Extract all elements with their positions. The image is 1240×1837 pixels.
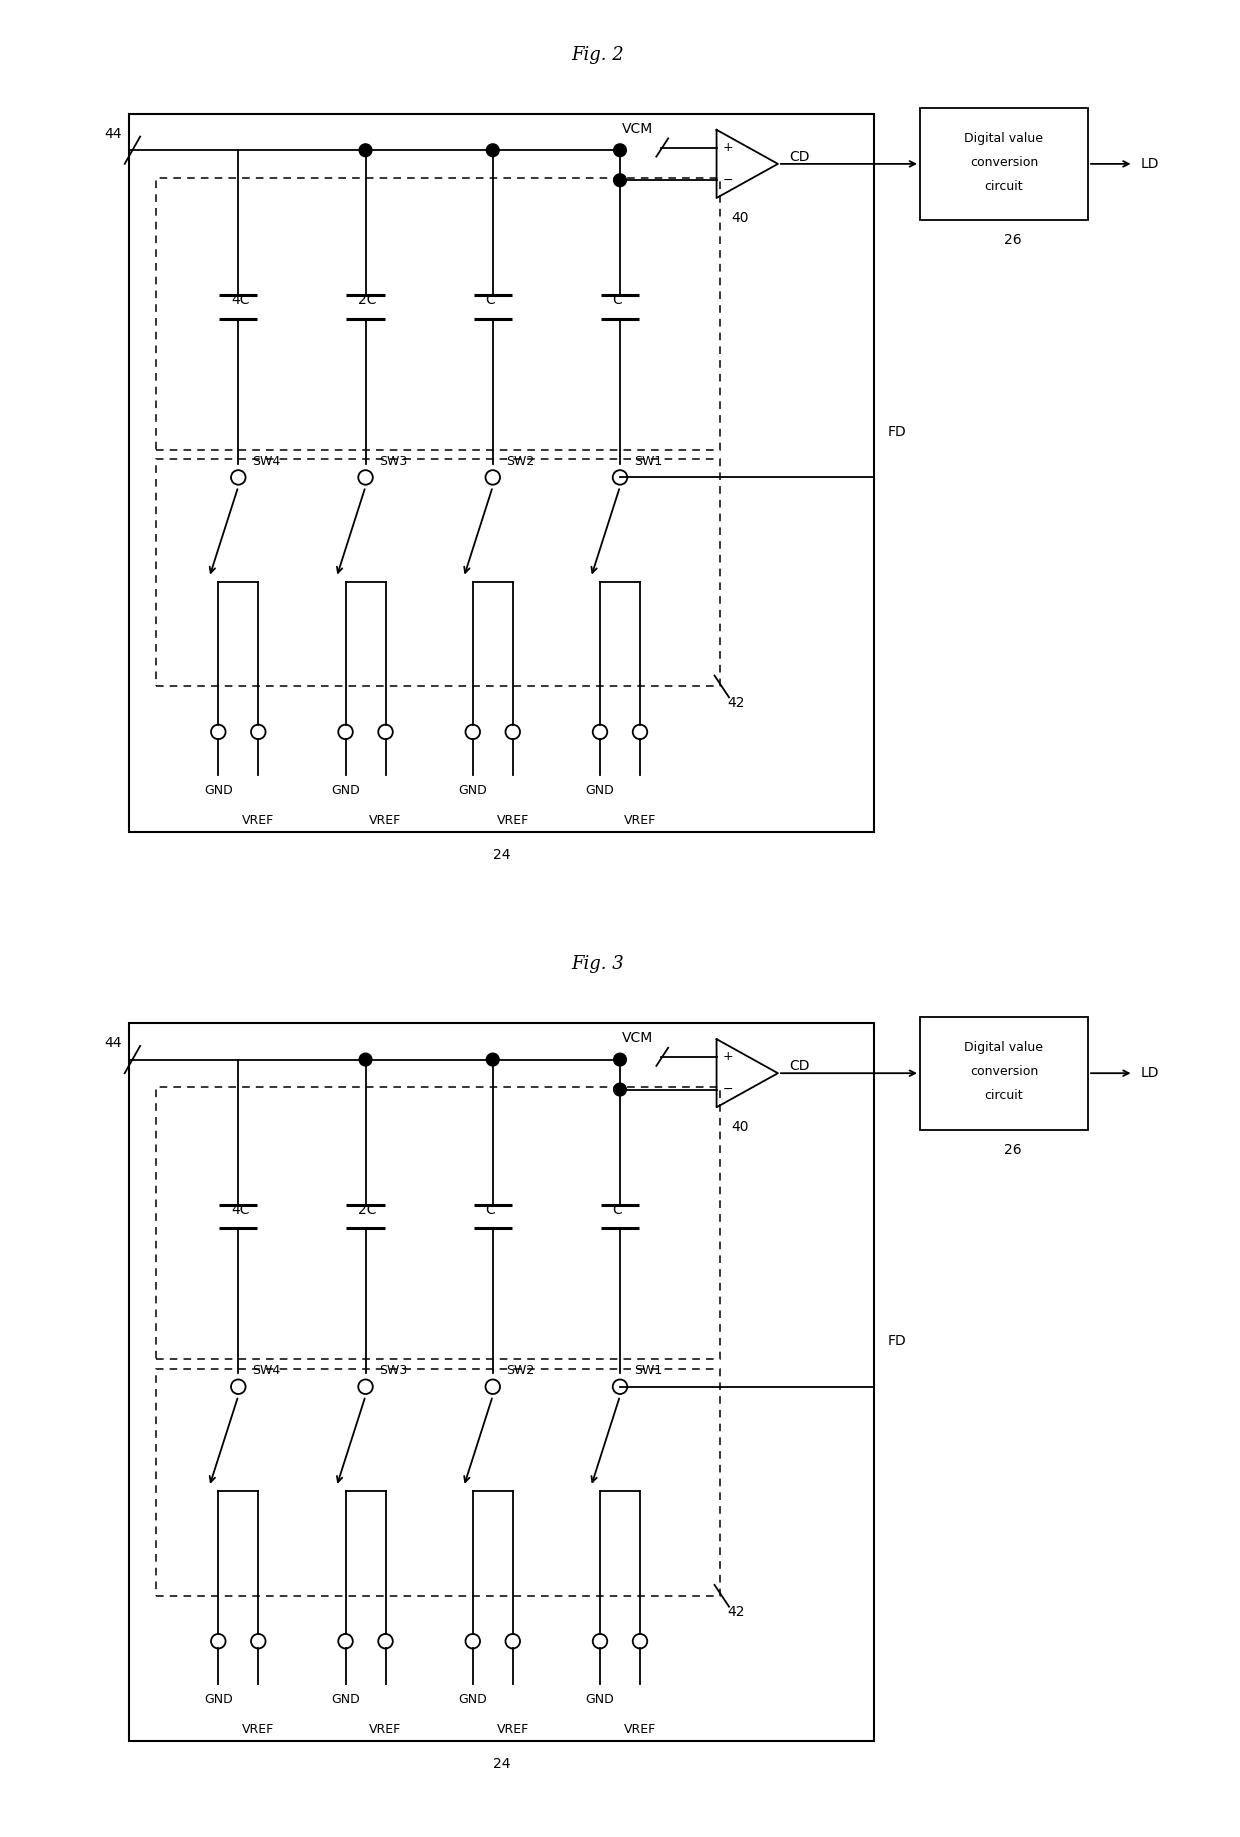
Text: SW2: SW2 — [506, 454, 534, 468]
Text: C: C — [486, 1203, 495, 1216]
Bar — [156, 178, 720, 450]
Text: +: + — [722, 1051, 733, 1064]
Text: Digital value: Digital value — [965, 132, 1044, 145]
Text: CD: CD — [789, 1058, 810, 1073]
Text: 2C: 2C — [358, 294, 377, 307]
Text: GND: GND — [331, 1694, 360, 1707]
Text: VREF: VREF — [370, 1723, 402, 1736]
Bar — [920, 108, 1087, 220]
Text: C: C — [486, 294, 495, 307]
Text: 42: 42 — [727, 696, 745, 709]
Text: 44: 44 — [104, 127, 122, 141]
Circle shape — [360, 1053, 372, 1065]
Text: Fig. 3: Fig. 3 — [570, 955, 624, 974]
Bar — [920, 1018, 1087, 1130]
Text: LD: LD — [1141, 156, 1159, 171]
Text: VCM: VCM — [622, 1031, 653, 1045]
Text: VCM: VCM — [622, 121, 653, 136]
Text: VREF: VREF — [242, 814, 274, 827]
Text: GND: GND — [459, 1694, 487, 1707]
Text: FD: FD — [888, 424, 906, 439]
Circle shape — [486, 1053, 500, 1065]
Text: SW2: SW2 — [506, 1363, 534, 1378]
Text: CD: CD — [789, 149, 810, 163]
Text: GND: GND — [459, 784, 487, 797]
Text: 44: 44 — [104, 1036, 122, 1051]
Text: VREF: VREF — [624, 814, 656, 827]
Text: VREF: VREF — [497, 814, 529, 827]
Bar — [129, 1023, 874, 1741]
Text: SW1: SW1 — [634, 454, 662, 468]
Text: 40: 40 — [732, 1121, 749, 1133]
Text: circuit: circuit — [985, 180, 1023, 193]
Bar — [156, 1088, 720, 1359]
Text: SW3: SW3 — [379, 1363, 408, 1378]
Circle shape — [614, 175, 626, 187]
Text: 24: 24 — [494, 847, 511, 862]
Text: −: − — [722, 1084, 733, 1097]
Text: circuit: circuit — [985, 1089, 1023, 1102]
Bar — [156, 459, 720, 687]
Circle shape — [614, 1084, 626, 1097]
Text: SW3: SW3 — [379, 454, 408, 468]
Text: GND: GND — [585, 784, 614, 797]
Text: C: C — [613, 1203, 622, 1216]
Text: 26: 26 — [1004, 233, 1022, 248]
Text: conversion: conversion — [970, 1065, 1038, 1078]
Text: Fig. 2: Fig. 2 — [570, 46, 624, 64]
Text: VREF: VREF — [497, 1723, 529, 1736]
Text: Digital value: Digital value — [965, 1042, 1044, 1054]
Bar — [129, 114, 874, 832]
Text: VREF: VREF — [370, 814, 402, 827]
Text: GND: GND — [203, 1694, 233, 1707]
Text: 4C: 4C — [231, 1203, 249, 1216]
Text: SW4: SW4 — [252, 454, 280, 468]
Circle shape — [360, 143, 372, 156]
Text: 26: 26 — [1004, 1143, 1022, 1157]
Text: LD: LD — [1141, 1065, 1159, 1080]
Text: GND: GND — [331, 784, 360, 797]
Text: −: − — [722, 175, 733, 187]
Text: C: C — [613, 294, 622, 307]
Circle shape — [614, 143, 626, 156]
Text: SW4: SW4 — [252, 1363, 280, 1378]
Text: GND: GND — [203, 784, 233, 797]
Text: 24: 24 — [494, 1756, 511, 1771]
Text: VREF: VREF — [242, 1723, 274, 1736]
Text: VREF: VREF — [624, 1723, 656, 1736]
Circle shape — [486, 143, 500, 156]
Text: 40: 40 — [732, 211, 749, 224]
Text: +: + — [722, 141, 733, 154]
Text: 42: 42 — [727, 1606, 745, 1618]
Text: FD: FD — [888, 1334, 906, 1348]
Text: 4C: 4C — [231, 294, 249, 307]
Bar — [156, 1369, 720, 1596]
Circle shape — [614, 1053, 626, 1065]
Text: conversion: conversion — [970, 156, 1038, 169]
Text: SW1: SW1 — [634, 1363, 662, 1378]
Text: 2C: 2C — [358, 1203, 377, 1216]
Text: GND: GND — [585, 1694, 614, 1707]
